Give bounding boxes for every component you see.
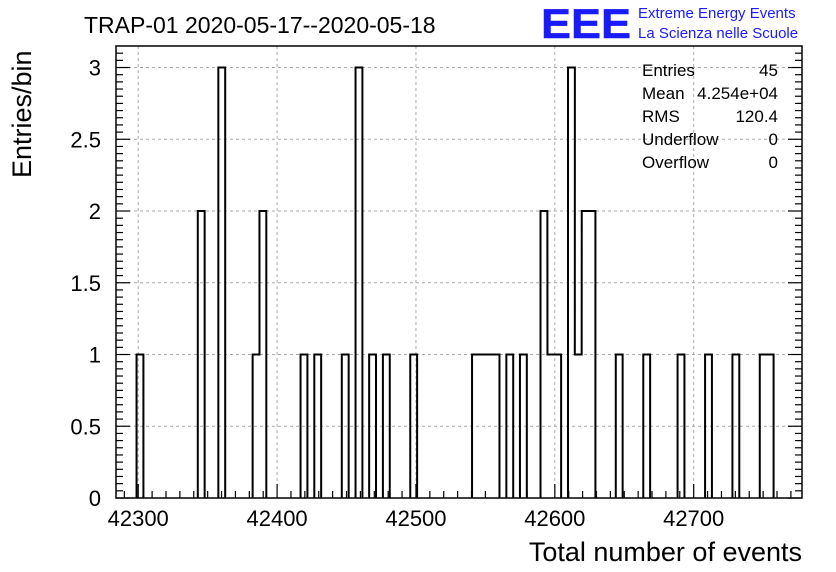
x-tick-label: 42400	[246, 506, 307, 531]
logo-mark: EEE	[541, 0, 631, 47]
stat-label: Underflow	[642, 130, 719, 149]
y-tick-label: 0.5	[70, 414, 101, 439]
y-tick-label: 0	[89, 486, 101, 511]
y-tick-label: 1	[89, 343, 101, 368]
y-tick-label: 2	[89, 199, 101, 224]
chart-title: TRAP-01 2020-05-17--2020-05-18	[84, 12, 436, 38]
stat-label: Mean	[642, 84, 685, 103]
stat-value: 0	[769, 153, 778, 172]
stat-label: RMS	[642, 107, 680, 126]
x-tick-label: 42500	[385, 506, 446, 531]
stat-value: 120.4	[735, 107, 778, 126]
y-tick-label: 3	[89, 56, 101, 81]
axis-ticks	[116, 52, 802, 499]
x-axis-label: Total number of events	[529, 537, 802, 567]
histogram-outline	[135, 66, 775, 498]
y-axis-label: Entries/bin	[7, 50, 37, 178]
x-tick-label: 42300	[108, 506, 169, 531]
x-tick-labels: 42300 42400 42500 42600 42700	[108, 506, 725, 531]
y-tick-label: 2.5	[70, 127, 101, 152]
stats-box: Entries 45 Mean 4.254e+04 RMS 120.4 Underflow 0…	[642, 61, 778, 172]
stat-value: 0	[769, 130, 778, 149]
stat-value: 45	[759, 61, 778, 80]
stat-label: Overflow	[642, 153, 710, 172]
logo-line-2: La Scienza nelle Scuole	[638, 25, 798, 42]
x-tick-label: 42700	[663, 506, 724, 531]
eee-logo: EEE Extreme Energy Events La Scienza nel…	[541, 0, 798, 47]
y-tick-label: 1.5	[70, 271, 101, 296]
stat-label: Entries	[642, 61, 695, 80]
x-tick-label: 42600	[524, 506, 585, 531]
logo-line-1: Extreme Energy Events	[638, 5, 796, 22]
plot-frame	[115, 45, 803, 499]
grid-lines	[116, 46, 802, 498]
stat-value: 4.254e+04	[697, 84, 778, 103]
y-tick-labels: 0 0.5 1 1.5 2 2.5 3	[70, 56, 101, 511]
